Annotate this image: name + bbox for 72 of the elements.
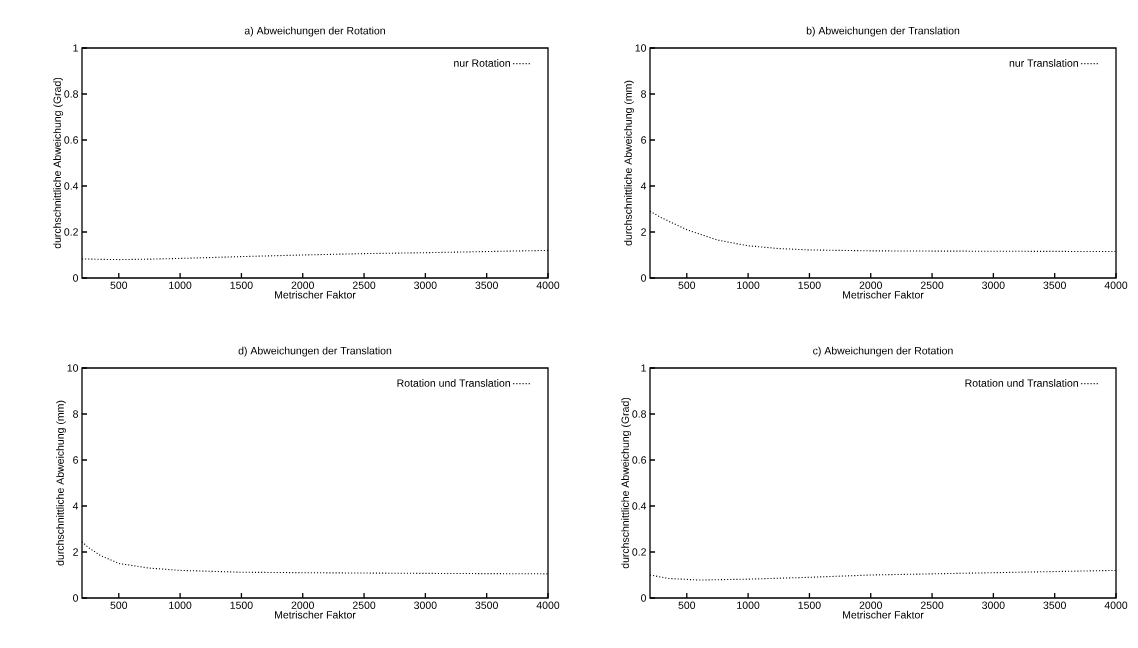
y-tick-label: 0 <box>73 274 79 282</box>
y-tick-label: 2 <box>641 228 646 236</box>
x-tick-label: 4000 <box>536 601 560 609</box>
x-tick-label: 2500 <box>352 601 376 609</box>
y-tick-label: 10 <box>635 44 647 52</box>
y-tick-label: 0 <box>641 274 647 282</box>
x-tick-label: 3500 <box>1043 281 1066 289</box>
x-tick-label: 2500 <box>352 281 376 289</box>
x-tick-label: 2500 <box>920 281 944 289</box>
x-tick-label: 3500 <box>1043 601 1066 609</box>
x-tick-label: 1500 <box>798 601 821 609</box>
x-tick-label: 4000 <box>536 281 560 289</box>
y-tick-label: 4 <box>72 502 79 510</box>
x-axis-title: Metrischer Faktor <box>275 610 356 619</box>
x-tick-label: 2000 <box>291 281 314 289</box>
x-tick-label: 1000 <box>737 281 760 289</box>
x-tick-label: 1000 <box>169 281 192 289</box>
x-axis-title: Metrischer Faktor <box>843 610 924 619</box>
y-tick-label: 0.2 <box>64 228 78 236</box>
chart-title: d) Abweichungen der Translation <box>238 346 392 357</box>
y-axis-title: durchschnittliche Abweichung (Grad) <box>621 397 632 569</box>
x-tick-label: 3500 <box>475 281 498 289</box>
x-tick-label: 1500 <box>230 601 253 609</box>
y-axis-title: durchschnittliche Abweichung (mm) <box>56 400 66 566</box>
legend-label: nur Translation <box>1009 59 1078 67</box>
chart-title: c) Abweichungen der Rotation <box>813 346 953 357</box>
y-tick-label: 0.8 <box>64 90 79 98</box>
y-tick-label: 1 <box>73 44 78 52</box>
chart-title: a) Abweichungen der Rotation <box>244 26 385 37</box>
x-tick-label: 2000 <box>859 601 883 609</box>
y-tick-label: 4 <box>640 182 647 190</box>
y-tick-label: 8 <box>641 90 647 98</box>
x-axis-title: Metrischer Faktor <box>275 290 356 299</box>
y-tick-label: 0.4 <box>632 502 647 510</box>
x-tick-label: 500 <box>110 281 128 289</box>
y-tick-label: 0.2 <box>632 548 646 556</box>
y-tick-label: 0 <box>641 594 647 602</box>
y-axis-title: durchschnittliche Abweichung (Grad) <box>53 77 64 249</box>
legend-label: Rotation und Translation <box>965 379 1078 387</box>
y-tick-label: 0 <box>73 594 79 602</box>
x-tick-label: 3000 <box>414 601 437 609</box>
x-tick-label: 4000 <box>1104 281 1128 289</box>
y-tick-label: 8 <box>73 410 79 418</box>
x-tick-label: 3000 <box>414 281 437 289</box>
x-tick-label: 1000 <box>169 601 192 609</box>
y-tick-label: 0.6 <box>64 136 79 144</box>
x-tick-label: 500 <box>110 601 128 609</box>
y-tick-label: 10 <box>67 364 79 372</box>
x-tick-label: 2000 <box>859 281 882 289</box>
x-tick-label: 1500 <box>798 281 821 289</box>
x-tick-label: 2500 <box>920 601 944 609</box>
x-tick-label: 4000 <box>1104 601 1128 609</box>
y-tick-label: 2 <box>73 548 78 556</box>
y-tick-label: 0.8 <box>632 410 647 418</box>
y-tick-label: 0.4 <box>64 182 79 190</box>
x-tick-label: 1500 <box>230 281 253 289</box>
legend-label: nur Rotation <box>454 59 510 67</box>
chart-title: b) Abweichungen der Translation <box>806 26 960 37</box>
x-tick-label: 500 <box>678 281 696 289</box>
x-tick-label: 3000 <box>982 281 1005 289</box>
y-tick-label: 1 <box>641 364 646 372</box>
x-tick-label: 3500 <box>475 601 498 609</box>
y-tick-label: 0.6 <box>632 456 647 464</box>
x-tick-label: 3000 <box>982 601 1005 609</box>
x-tick-label: 500 <box>678 601 696 609</box>
y-tick-label: 6 <box>641 136 647 144</box>
y-axis-title: durchschnittliche Abweichung (mm) <box>624 80 634 246</box>
y-tick-label: 6 <box>73 456 79 464</box>
x-tick-label: 2000 <box>291 601 314 609</box>
x-axis-title: Metrischer Faktor <box>843 290 924 299</box>
legend-label: Rotation und Translation <box>397 379 510 387</box>
x-tick-label: 1000 <box>737 601 760 609</box>
